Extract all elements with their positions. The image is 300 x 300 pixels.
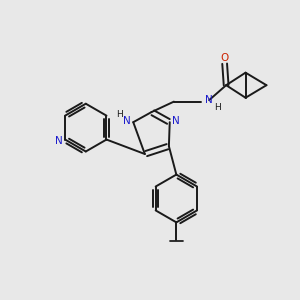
Text: N: N <box>123 116 130 126</box>
Text: H: H <box>116 110 123 119</box>
Text: N: N <box>172 116 180 126</box>
Text: N: N <box>205 95 213 105</box>
Text: N: N <box>55 136 62 146</box>
Text: O: O <box>220 53 229 63</box>
Text: H: H <box>214 103 220 112</box>
